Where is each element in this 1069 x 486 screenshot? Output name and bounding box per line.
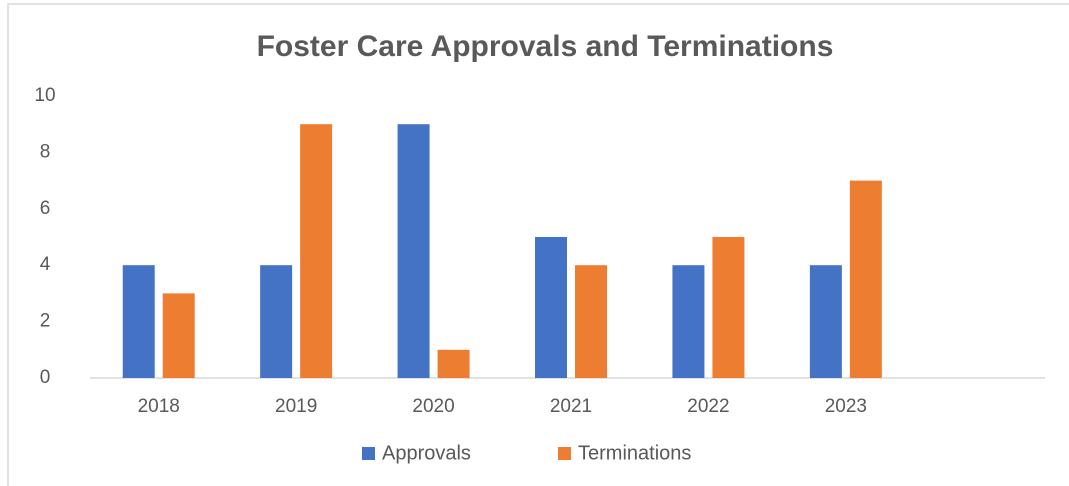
x-tick-label: 2020 <box>412 396 454 417</box>
x-tick-label: 2021 <box>550 396 592 417</box>
bar <box>437 349 470 378</box>
bar <box>260 265 293 378</box>
y-tick-label: 4 <box>40 254 51 275</box>
bar <box>849 180 882 378</box>
bar <box>575 265 607 378</box>
legend-label: Terminations <box>578 442 691 464</box>
bar <box>300 124 333 378</box>
chart-title: Foster Care Approvals and Terminations <box>257 30 834 63</box>
x-tick-label: 2022 <box>687 396 729 417</box>
x-tick-label: 2018 <box>138 396 180 417</box>
bar <box>809 265 842 378</box>
y-tick-label: 6 <box>40 198 51 219</box>
legend-swatch <box>362 447 375 460</box>
bar <box>397 124 430 378</box>
bar <box>712 237 745 378</box>
legend-swatch <box>558 447 571 460</box>
legend-label: Approvals <box>382 442 471 464</box>
x-tick-label: 2019 <box>275 396 317 417</box>
y-tick-label: 10 <box>34 85 55 106</box>
bar <box>672 265 705 378</box>
y-tick-label: 2 <box>40 311 51 332</box>
x-tick-label: 2023 <box>825 396 867 417</box>
y-tick-label: 8 <box>40 141 51 162</box>
y-tick-label: 0 <box>40 367 51 388</box>
bar <box>162 293 195 378</box>
bar <box>535 237 567 378</box>
bar <box>122 265 155 378</box>
